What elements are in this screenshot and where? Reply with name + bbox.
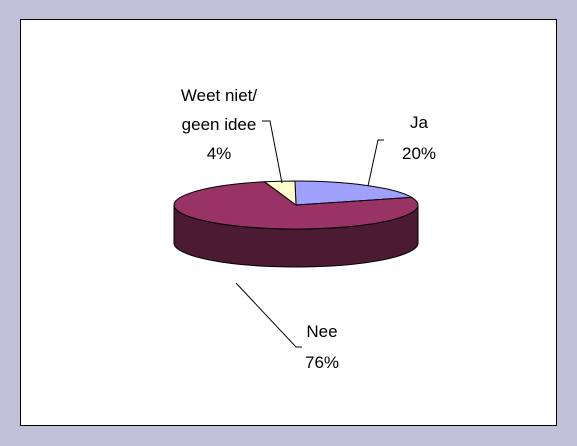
slice-label-nee-pct: 76% — [305, 353, 339, 372]
slice-label-nee-name: Nee — [306, 322, 337, 341]
slice-label-ja-pct: 20% — [402, 144, 436, 163]
leader-line-weetniet — [262, 120, 283, 184]
leader-line-nee — [235, 282, 302, 348]
leader-line-ja — [367, 139, 384, 187]
pie-tops — [173, 180, 419, 230]
slice-label-weetniet-line2: geen idee — [182, 115, 257, 134]
slice-label-weetniet-pct: 4% — [207, 144, 232, 163]
pie-slice-weet-niet-geen-idee — [263, 180, 297, 207]
slice-label-weetniet-line1: Weet niet/ — [181, 86, 258, 105]
label-leaders — [235, 120, 384, 348]
slice-label-ja-name: Ja — [410, 113, 429, 132]
